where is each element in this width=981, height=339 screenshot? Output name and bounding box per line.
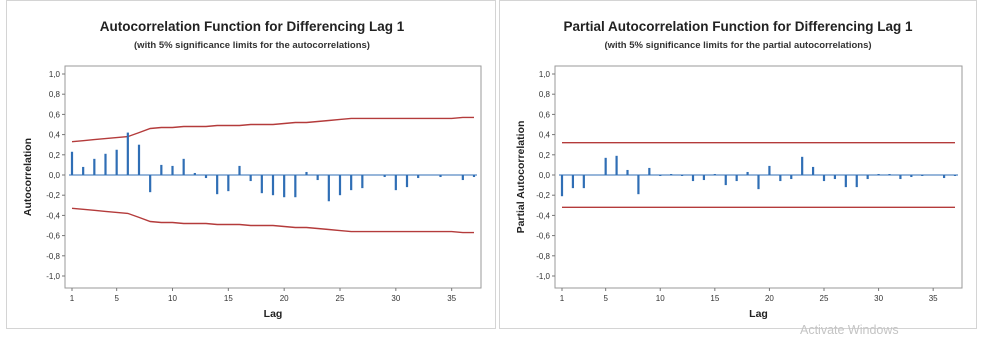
acf-upper-significance-limit [71,116,474,143]
pacf-chart: Partial Autocorrelation Function for Dif… [515,19,963,320]
pacf-y-tick-label: -1,0 [536,272,550,281]
pacf-y-tick-label: -0,2 [536,191,550,200]
pacf-x-tick-label: 30 [874,294,883,303]
acf-y-tick-label: 1,0 [49,70,61,79]
acf-x-tick-label: 20 [280,294,289,303]
pacf-plot-frame [554,65,963,289]
pacf-y-tick-label: 1,0 [539,70,551,79]
pacf-y-tick-label: -0,4 [536,211,550,220]
pacf-chart-panel: Partial Autocorrelation Function for Dif… [499,0,977,329]
pacf-x-tick-label: 25 [820,294,829,303]
acf-y-tick-label: -0,6 [46,232,60,241]
acf-y-tick-label: -0,8 [46,252,60,261]
pacf-y-tick-label: -0,6 [536,232,550,241]
acf-y-tick-label: -0,2 [46,191,60,200]
acf-x-axis-label: Lag [264,308,283,320]
acf-x-tick-label: 1 [70,294,75,303]
acf-x-tick-label: 5 [114,294,119,303]
acf-y-tick-label: 0,6 [49,110,61,119]
acf-y-tick-label: 0,8 [49,90,61,99]
pacf-x-axis-label: Lag [749,308,768,320]
acf-y-tick-label: -0,4 [46,211,60,220]
acf-x-tick-label: 35 [447,294,456,303]
acf-y-tick-label: 0,4 [49,131,61,140]
acf-y-tick-label: 0,0 [49,171,61,180]
acf-title: Autocorrelation Function for Differencin… [100,19,405,34]
pacf-x-tick-label: 1 [560,294,565,303]
acf-plot-frame [64,65,482,289]
acf-x-tick-label: 30 [391,294,400,303]
pacf-y-tick-label: 0,2 [539,151,551,160]
pacf-y-tick-label: -0,8 [536,252,550,261]
pacf-x-tick-label: 10 [656,294,665,303]
acf-y-tick-label: 0,2 [49,151,61,160]
pacf-y-tick-label: 0,4 [539,131,551,140]
pacf-x-tick-label: 35 [929,294,938,303]
acf-x-tick-label: 10 [168,294,177,303]
acf-y-axis-label: Autocorrelation [22,138,34,216]
pacf-subtitle: (with 5% significance limits for the par… [604,40,871,51]
acf-x-tick-label: 15 [224,294,233,303]
acf-x-tick-label: 25 [336,294,345,303]
pacf-y-tick-label: 0,6 [539,110,551,119]
pacf-y-tick-label: 0,0 [539,171,551,180]
acf-chart-panel: Autocorrelation Function for Differencin… [6,0,496,329]
acf-lower-significance-limit [71,207,474,234]
pacf-x-tick-label: 5 [603,294,608,303]
acf-subtitle: (with 5% significance limits for the aut… [134,40,370,51]
pacf-x-tick-label: 20 [765,294,774,303]
pacf-y-tick-label: 0,8 [539,90,551,99]
pacf-x-tick-label: 15 [710,294,719,303]
activate-windows-watermark: Activate Windows [800,323,899,337]
pacf-y-axis-label: Partial Autocorrelation [515,121,527,234]
acf-y-tick-label: -1,0 [46,272,60,281]
pacf-title: Partial Autocorrelation Function for Dif… [563,19,913,34]
acf-chart: Autocorrelation Function for Differencin… [22,19,482,320]
